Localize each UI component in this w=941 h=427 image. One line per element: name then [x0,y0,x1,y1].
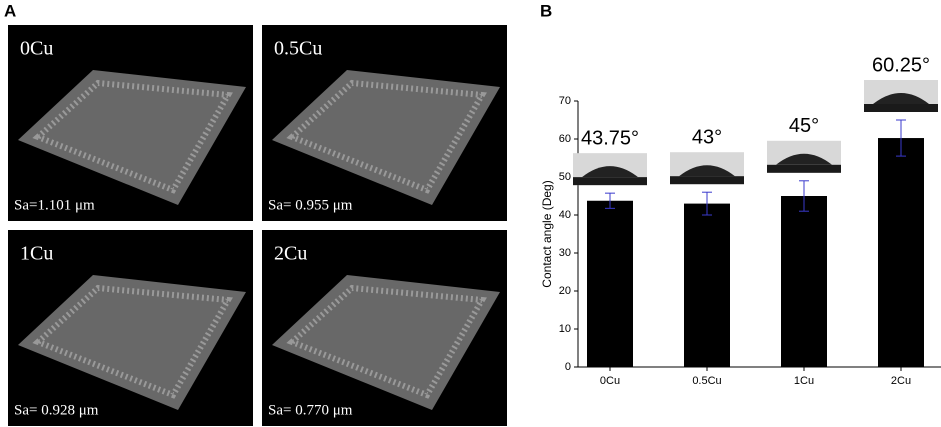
droplet [776,153,832,165]
value-label: 60.25° [872,54,930,76]
value-label: 45° [789,115,819,137]
y-tick-label: 40 [559,209,571,221]
image-caption: Sa= 0.955 μm [268,197,353,213]
image-caption: Sa=1.101 μm [14,197,95,213]
error-bar [799,180,809,212]
error-bar [702,191,712,216]
image-caption: Sa= 0.928 μm [14,402,99,418]
value-label: 43° [692,126,722,148]
panel-label: A [4,1,16,20]
bar [684,203,730,367]
surface [18,275,246,410]
bar [781,196,827,367]
x-tick-label: 2Cu [891,375,911,387]
droplet-base [864,104,938,112]
y-tick-label: 10 [559,323,571,335]
surface [272,70,500,205]
error-bar [896,119,906,157]
value-label: 43.75° [581,127,639,149]
droplet-base [767,164,841,173]
droplet-base [670,176,744,185]
image-title: 0.5Cu [274,38,322,60]
image-caption: Sa= 0.770 μm [268,402,353,418]
x-tick-label: 0Cu [600,375,620,387]
x-tick-label: 0.5Cu [692,375,721,387]
bar [587,200,633,367]
y-tick-label: 50 [559,171,571,183]
bar [878,138,924,367]
surface-texture [286,79,487,194]
surface [272,275,500,410]
y-tick-label: 70 [559,95,571,107]
surface-texture [286,284,487,399]
surface-texture [32,284,233,399]
droplet [582,166,638,178]
surface [18,70,246,205]
y-tick-label: 0 [565,361,571,373]
y-tick-label: 20 [559,285,571,297]
surface-texture [32,79,233,194]
image-title: 0Cu [20,38,53,60]
error-bar [605,192,615,209]
droplet-base [573,177,647,186]
image-title: 2Cu [274,243,307,265]
y-tick-label: 60 [559,133,571,145]
panel-label: B [540,1,552,20]
x-tick-label: 1Cu [794,375,814,387]
image-title: 1Cu [20,243,53,265]
droplet [873,93,929,104]
y-axis-label: Contact angle (Deg) [540,180,554,287]
droplet [679,165,735,177]
y-tick-label: 30 [559,247,571,259]
